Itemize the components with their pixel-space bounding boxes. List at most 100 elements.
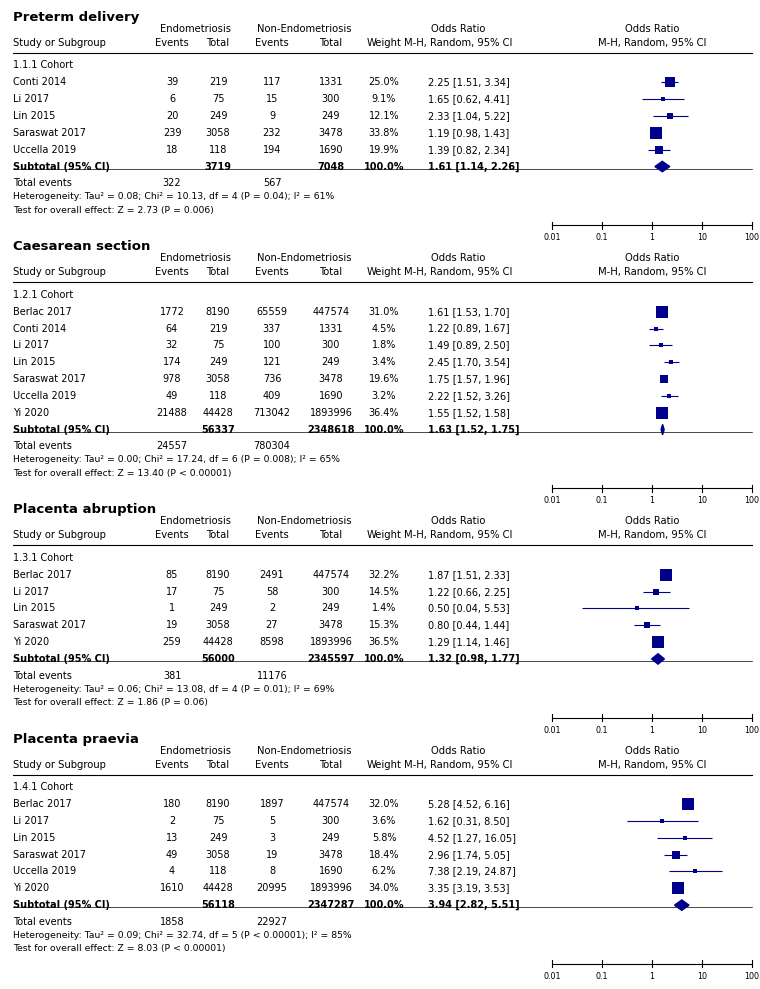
- Text: 194: 194: [263, 144, 281, 154]
- Text: Berlac 2017: Berlac 2017: [13, 570, 71, 580]
- Text: Odds Ratio: Odds Ratio: [625, 24, 679, 34]
- Text: 49: 49: [166, 850, 178, 859]
- Text: 3478: 3478: [318, 374, 344, 384]
- Text: 2491: 2491: [260, 570, 284, 580]
- Text: 56000: 56000: [201, 654, 235, 664]
- Text: 18: 18: [166, 144, 178, 154]
- Text: 100.0%: 100.0%: [364, 424, 404, 434]
- Text: 1.49 [0.89, 2.50]: 1.49 [0.89, 2.50]: [428, 340, 509, 350]
- Text: 447574: 447574: [312, 799, 350, 809]
- Text: 0.01: 0.01: [543, 496, 561, 505]
- Text: 3058: 3058: [206, 620, 230, 630]
- Text: 0.1: 0.1: [596, 726, 608, 735]
- Text: 11176: 11176: [257, 671, 287, 680]
- Text: 31.0%: 31.0%: [369, 307, 399, 316]
- Text: Odds Ratio: Odds Ratio: [431, 24, 485, 34]
- Text: Endometriosis: Endometriosis: [160, 746, 230, 756]
- Text: 65559: 65559: [256, 307, 287, 316]
- Text: Odds Ratio: Odds Ratio: [431, 746, 485, 756]
- Polygon shape: [651, 654, 664, 665]
- Text: Li 2017: Li 2017: [13, 816, 49, 826]
- Text: 7.38 [2.19, 24.87]: 7.38 [2.19, 24.87]: [428, 866, 516, 876]
- Text: Yi 2020: Yi 2020: [13, 883, 49, 893]
- Text: 1610: 1610: [160, 883, 184, 893]
- Text: 2348618: 2348618: [307, 424, 355, 434]
- Text: 2: 2: [269, 603, 275, 613]
- Text: 34.0%: 34.0%: [369, 883, 399, 893]
- Text: 19: 19: [166, 620, 178, 630]
- Text: 75: 75: [212, 816, 224, 826]
- Text: 6.2%: 6.2%: [372, 866, 396, 876]
- Text: M-H, Random, 95% CI: M-H, Random, 95% CI: [404, 38, 512, 47]
- Text: Total: Total: [319, 38, 343, 47]
- Text: 6: 6: [169, 94, 175, 104]
- Text: 118: 118: [209, 144, 227, 154]
- Text: Total events: Total events: [13, 178, 72, 188]
- Text: 8598: 8598: [260, 637, 284, 647]
- Text: 3058: 3058: [206, 374, 230, 384]
- Text: Heterogeneity: Tau² = 0.08; Chi² = 10.13, df = 4 (P = 0.04); I² = 61%: Heterogeneity: Tau² = 0.08; Chi² = 10.13…: [13, 193, 334, 202]
- Text: 33.8%: 33.8%: [369, 128, 399, 137]
- Text: 56337: 56337: [201, 424, 235, 434]
- Polygon shape: [675, 900, 689, 910]
- Text: 3.6%: 3.6%: [372, 816, 396, 826]
- Text: Study or Subgroup: Study or Subgroup: [13, 530, 106, 540]
- Text: 3478: 3478: [318, 620, 344, 630]
- Text: 1.4%: 1.4%: [372, 603, 396, 613]
- Text: 10: 10: [697, 233, 707, 242]
- Text: 2.96 [1.74, 5.05]: 2.96 [1.74, 5.05]: [428, 850, 510, 859]
- Text: 3.94 [2.82, 5.51]: 3.94 [2.82, 5.51]: [428, 900, 520, 910]
- Text: 7048: 7048: [318, 161, 344, 171]
- Text: Non-Endometriosis: Non-Endometriosis: [257, 516, 352, 526]
- Text: 300: 300: [321, 586, 340, 596]
- Text: Endometriosis: Endometriosis: [160, 516, 230, 526]
- Text: 8190: 8190: [206, 307, 230, 316]
- Text: 100: 100: [745, 233, 759, 242]
- Text: Preterm delivery: Preterm delivery: [13, 11, 139, 24]
- Text: 15.3%: 15.3%: [369, 620, 399, 630]
- Text: 24557: 24557: [157, 441, 188, 451]
- Text: Conti 2014: Conti 2014: [13, 77, 66, 87]
- Polygon shape: [655, 161, 670, 172]
- Text: 249: 249: [321, 603, 340, 613]
- Text: Total: Total: [207, 760, 230, 769]
- Text: 1690: 1690: [318, 391, 344, 401]
- Text: 8: 8: [269, 866, 275, 876]
- Text: 1331: 1331: [318, 323, 344, 333]
- Text: 39: 39: [166, 77, 178, 87]
- Text: 3719: 3719: [204, 161, 232, 171]
- Text: 3: 3: [269, 833, 275, 843]
- Text: 1: 1: [650, 496, 654, 505]
- Text: 32.0%: 32.0%: [369, 799, 399, 809]
- Text: Weight: Weight: [366, 267, 401, 277]
- Text: 567: 567: [263, 178, 281, 188]
- Text: Total: Total: [319, 760, 343, 769]
- Text: 3058: 3058: [206, 850, 230, 859]
- Text: 0.1: 0.1: [596, 496, 608, 505]
- Text: 12.1%: 12.1%: [369, 111, 399, 121]
- Text: 4: 4: [169, 866, 175, 876]
- Text: Test for overall effect: Z = 1.86 (P = 0.06): Test for overall effect: Z = 1.86 (P = 0…: [13, 698, 208, 707]
- Text: Total events: Total events: [13, 917, 72, 927]
- Text: 0.50 [0.04, 5.53]: 0.50 [0.04, 5.53]: [428, 603, 510, 613]
- Text: 2345597: 2345597: [307, 654, 355, 664]
- Text: 780304: 780304: [254, 441, 290, 451]
- Text: M-H, Random, 95% CI: M-H, Random, 95% CI: [404, 760, 512, 769]
- Text: 447574: 447574: [312, 570, 350, 580]
- Text: Yi 2020: Yi 2020: [13, 407, 49, 417]
- Text: 249: 249: [209, 357, 227, 367]
- Text: Caesarean section: Caesarean section: [13, 240, 150, 253]
- Text: Lin 2015: Lin 2015: [13, 603, 55, 613]
- Text: 49: 49: [166, 391, 178, 401]
- Text: 1.22 [0.66, 2.25]: 1.22 [0.66, 2.25]: [428, 586, 510, 596]
- Text: 1.63 [1.52, 1.75]: 1.63 [1.52, 1.75]: [428, 424, 520, 435]
- Text: 322: 322: [163, 178, 182, 188]
- Text: Events: Events: [155, 530, 189, 540]
- Text: 10: 10: [697, 972, 707, 981]
- Text: 1.87 [1.51, 2.33]: 1.87 [1.51, 2.33]: [428, 570, 510, 580]
- Text: 17: 17: [166, 586, 178, 596]
- Text: Events: Events: [155, 267, 189, 277]
- Text: Subtotal (95% CI): Subtotal (95% CI): [13, 161, 110, 171]
- Text: Berlac 2017: Berlac 2017: [13, 799, 71, 809]
- Text: 2347287: 2347287: [307, 900, 355, 910]
